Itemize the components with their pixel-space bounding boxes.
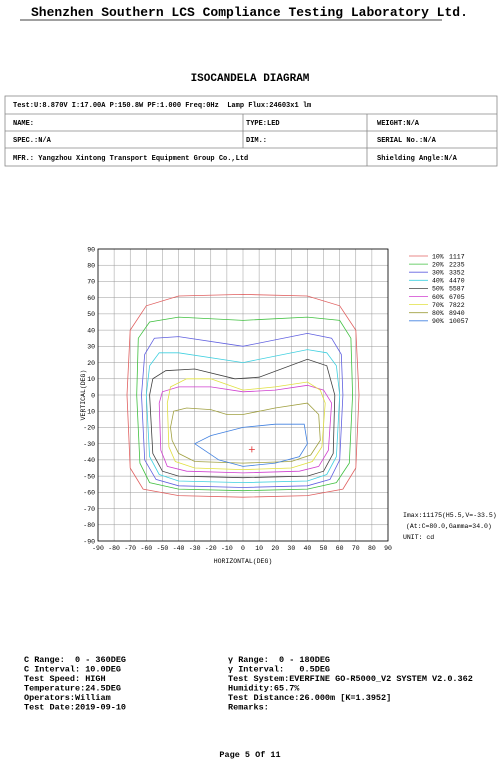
- contour-line: [149, 358, 336, 479]
- legend-label: 10%: [432, 253, 444, 260]
- y-tick-label: -90: [83, 538, 95, 545]
- legend-label: 80%: [432, 310, 444, 317]
- y-axis-label: VERTICAL(DEG): [80, 370, 87, 421]
- legend-value: 7822: [449, 302, 465, 309]
- y-tick-label: -50: [83, 473, 95, 480]
- x-tick-label: -90: [92, 545, 104, 552]
- y-tick-label: 50: [87, 311, 95, 318]
- contour-line: [158, 384, 333, 474]
- contour-line: [141, 332, 344, 488]
- y-tick-label: 60: [87, 295, 95, 302]
- legend-value: 4470: [449, 278, 465, 285]
- y-tick-label: 30: [87, 344, 95, 351]
- x-axis-label: HORIZONTAL(DEG): [214, 558, 273, 565]
- footer-line: Remarks:: [228, 703, 269, 713]
- footer-line: C Interval: 10.0DEG: [24, 665, 121, 675]
- y-tick-label: -80: [83, 522, 95, 529]
- x-tick-label: -20: [205, 545, 217, 552]
- legend-label: 50%: [432, 286, 444, 293]
- footer-line: Test System:EVERFINE GO-R5000_V2 SYSTEM …: [228, 674, 473, 684]
- table-cell: NAME:: [13, 120, 34, 128]
- x-tick-label: 90: [384, 545, 392, 552]
- table-frame: [4, 95, 498, 167]
- x-tick-label: 20: [271, 545, 279, 552]
- y-tick-label: -30: [83, 441, 95, 448]
- x-tick-label: -40: [173, 545, 185, 552]
- footer-line: Test Speed: HIGH: [24, 674, 106, 684]
- legend-label: 60%: [432, 294, 444, 301]
- legend-value: 5587: [449, 286, 465, 293]
- annotation: (At:C=80.0,Gamma=34.0): [406, 523, 492, 530]
- y-tick-label: 70: [87, 279, 95, 286]
- footer-line: Temperature:24.5DEG: [24, 684, 121, 694]
- y-tick-label: -70: [83, 506, 95, 513]
- x-tick-label: 60: [336, 545, 344, 552]
- contour-line: [126, 293, 360, 498]
- x-tick-label: -30: [189, 545, 201, 552]
- y-tick-label: -40: [83, 457, 95, 464]
- y-tick-label: -10: [83, 409, 95, 416]
- legend-value: 1117: [449, 253, 465, 260]
- x-tick-label: 10: [255, 545, 263, 552]
- table-cell: TYPE:LED: [246, 120, 280, 128]
- plot-frame: [97, 248, 389, 542]
- legend-value: 3352: [449, 270, 465, 277]
- contour-line: [145, 349, 341, 484]
- legend-value: 2235: [449, 261, 465, 268]
- legend-label: 40%: [432, 278, 444, 285]
- footer-line: Test Distance:26.000m [K=1.3952]: [228, 693, 391, 703]
- annotation: Imax:11175(H5.5,V=-33.5): [403, 512, 497, 519]
- y-tick-label: 40: [87, 327, 95, 334]
- x-tick-label: 40: [304, 545, 312, 552]
- x-tick-label: -10: [221, 545, 233, 552]
- table-cell: MFR.: Yangzhou Xintong Transport Equipme…: [13, 155, 248, 163]
- footer-line: C Range: 0 - 360DEG: [24, 655, 126, 665]
- table-cell: SPEC.:N/A: [13, 137, 52, 145]
- footer-line: γ Range: 0 - 180DEG: [228, 655, 330, 665]
- x-tick-label: 70: [352, 545, 360, 552]
- annotation: UNIT: cd: [403, 534, 434, 541]
- table-cell: WEIGHT:N/A: [377, 120, 420, 128]
- contour-line: [170, 402, 321, 464]
- legend-label: 90%: [432, 318, 444, 325]
- y-tick-label: 90: [87, 246, 95, 253]
- x-tick-label: 80: [368, 545, 376, 552]
- legend-label: 20%: [432, 261, 444, 268]
- y-tick-label: 20: [87, 360, 95, 367]
- imax-marker: [248, 446, 255, 453]
- footer-line: Operators:William: [24, 693, 111, 703]
- x-tick-label: 50: [320, 545, 328, 552]
- page-number: Page 5 Of 11: [219, 750, 280, 760]
- y-tick-label: 80: [87, 263, 95, 270]
- footer-line: γ Interval: 0.5DEG: [228, 665, 330, 675]
- footer-line: Test Date:2019-09-10: [24, 703, 126, 713]
- contour-line: [166, 378, 326, 471]
- x-tick-label: 30: [287, 545, 295, 552]
- table-cell: Test:U:8.870V I:17.00A P:150.8W PF:1.000…: [13, 102, 311, 110]
- lab-name: Shenzhen Southern LCS Compliance Testing…: [31, 5, 468, 20]
- legend-value: 6705: [449, 294, 465, 301]
- x-tick-label: -70: [124, 545, 136, 552]
- y-tick-label: -20: [83, 425, 95, 432]
- x-tick-label: -60: [140, 545, 152, 552]
- x-tick-label: -80: [108, 545, 120, 552]
- x-tick-label: 0: [241, 545, 245, 552]
- diagram-title: ISOCANDELA DIAGRAM: [191, 73, 310, 85]
- table-cell: SERIAL No.:N/A: [377, 137, 437, 145]
- legend-label: 30%: [432, 270, 444, 277]
- table-cell: DIM.:: [246, 137, 267, 145]
- y-tick-label: 0: [91, 392, 95, 399]
- legend-value: 10057: [449, 318, 469, 325]
- y-tick-label: 10: [87, 376, 95, 383]
- contour-line: [136, 316, 354, 492]
- y-tick-label: -60: [83, 490, 95, 497]
- legend-value: 8940: [449, 310, 465, 317]
- contour-line: [193, 423, 308, 467]
- table-cell: Shielding Angle:N/A: [377, 155, 458, 163]
- x-tick-label: -50: [157, 545, 169, 552]
- footer-line: Humidity:65.7%: [228, 684, 300, 694]
- legend-label: 70%: [432, 302, 444, 309]
